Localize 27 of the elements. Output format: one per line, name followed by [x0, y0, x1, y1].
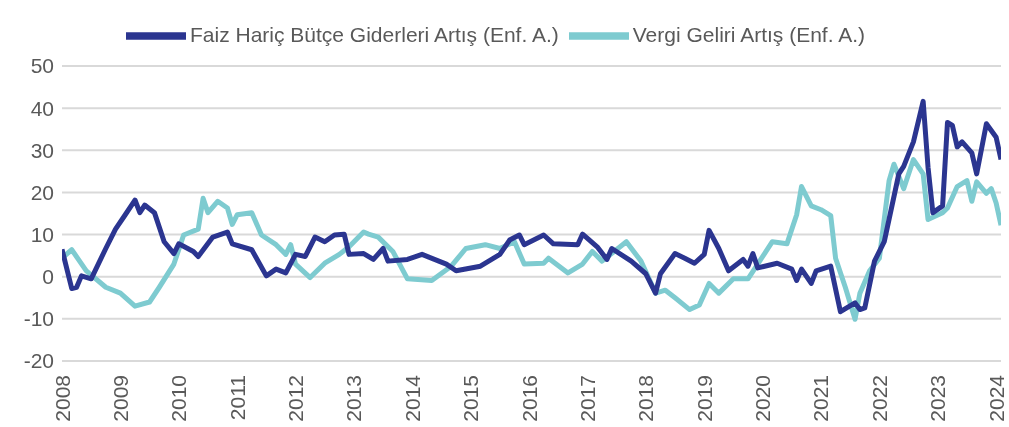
x-tick-label: 2012 — [284, 375, 308, 422]
x-tick-label: 2022 — [867, 375, 891, 422]
x-tick-label: 2024 — [984, 374, 1008, 422]
x-tick-label: 2013 — [342, 375, 366, 422]
x-tick-label: 2015 — [459, 375, 483, 422]
x-tick-label: 2008 — [50, 375, 74, 422]
x-tick-label: 2017 — [575, 375, 599, 422]
x-tick-label: 2018 — [634, 375, 658, 422]
x-tick-label: 2021 — [809, 375, 833, 422]
y-tick-label: -20 — [23, 349, 54, 373]
x-tick-label: 2023 — [926, 375, 950, 422]
x-tick-label: 2009 — [108, 375, 132, 422]
y-tick-label: 50 — [30, 54, 54, 78]
x-tick-label: 2010 — [167, 375, 191, 422]
y-tick-label: 0 — [42, 265, 54, 289]
x-tick-label: 2016 — [517, 375, 541, 422]
legend-label: Vergi Geliri Artış (Enf. A.) — [632, 22, 866, 46]
legend-label: Faiz Hariç Bütçe Giderleri Artış (Enf. A.) — [189, 22, 559, 46]
y-tick-label: 40 — [30, 96, 54, 120]
y-tick-label: 10 — [30, 223, 54, 247]
y-tick-label: 20 — [30, 180, 54, 204]
x-tick-label: 2020 — [751, 375, 775, 422]
x-tick-label: 2011 — [225, 375, 249, 421]
x-tick-label: 2014 — [400, 374, 424, 422]
y-tick-label: 30 — [30, 138, 54, 162]
y-tick-label: -10 — [23, 307, 54, 331]
x-tick-label: 2019 — [692, 375, 716, 422]
